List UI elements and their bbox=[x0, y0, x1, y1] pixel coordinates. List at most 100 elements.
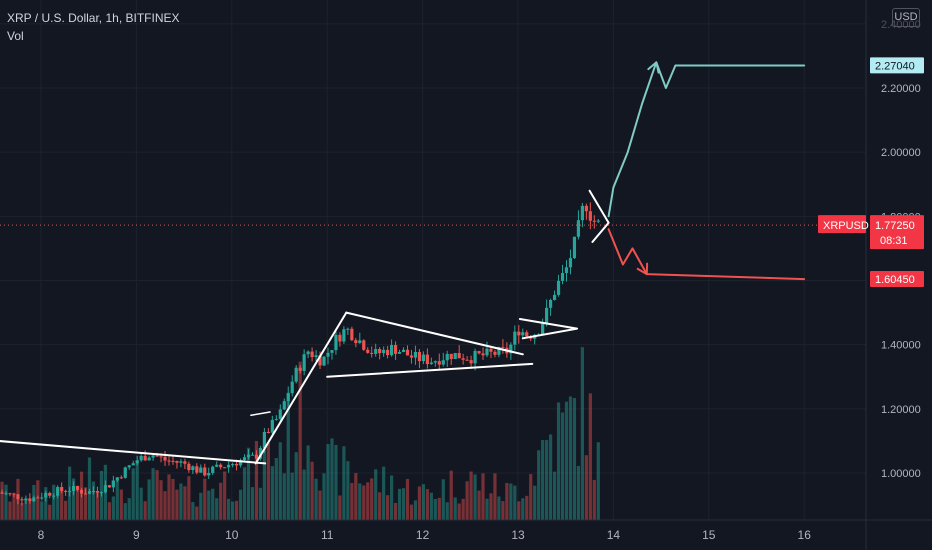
candle-body bbox=[107, 485, 111, 488]
candle-body bbox=[409, 355, 414, 358]
volume-bar bbox=[8, 501, 12, 520]
triangle-lower-line[interactable] bbox=[326, 362, 534, 378]
volume-bar bbox=[159, 480, 163, 520]
date-axis-label: 8 bbox=[38, 528, 45, 542]
candle-body bbox=[270, 419, 274, 433]
volume-bar bbox=[481, 473, 485, 520]
candle-body bbox=[473, 350, 477, 364]
candle-body bbox=[433, 361, 437, 363]
candle-body bbox=[425, 354, 429, 365]
candle-body bbox=[151, 455, 155, 458]
downtrend-line[interactable] bbox=[0, 440, 267, 465]
candle-body bbox=[453, 352, 457, 359]
candle-body bbox=[322, 356, 326, 366]
bearish-projection-path[interactable] bbox=[607, 228, 806, 281]
candle-body bbox=[56, 487, 60, 496]
volume-bar bbox=[64, 500, 68, 520]
candle-body bbox=[461, 358, 465, 360]
volume-bar bbox=[596, 442, 600, 520]
volume-indicator-label[interactable]: Vol bbox=[7, 29, 24, 43]
volume-bar bbox=[453, 497, 457, 520]
candle-body bbox=[552, 294, 557, 300]
volume-bar bbox=[389, 475, 394, 520]
price-axis-label: 2.00000 bbox=[881, 147, 921, 159]
candle-body bbox=[139, 455, 143, 461]
candle-body bbox=[378, 349, 382, 354]
candle-body bbox=[592, 220, 596, 222]
pennant-pattern[interactable] bbox=[518, 318, 579, 340]
volume-bar bbox=[163, 491, 167, 520]
volume-bar bbox=[477, 490, 481, 520]
candle-body bbox=[199, 467, 203, 473]
symbol-badge: XRPUSD bbox=[823, 220, 869, 232]
candle-body bbox=[171, 460, 175, 462]
wedge-pattern[interactable] bbox=[588, 189, 610, 243]
volume-bar bbox=[24, 500, 28, 520]
volume-bar bbox=[175, 489, 179, 520]
candle-body bbox=[362, 340, 366, 350]
price-axis-label: 1.20000 bbox=[881, 404, 921, 416]
small-flag-line[interactable] bbox=[250, 411, 271, 417]
candle-body bbox=[386, 349, 390, 356]
candle-body bbox=[262, 431, 266, 449]
volume-bar bbox=[219, 482, 223, 520]
bullish-projection-path[interactable] bbox=[607, 61, 806, 218]
volume-bar bbox=[171, 478, 175, 520]
candle-body bbox=[572, 236, 577, 259]
candle-body bbox=[219, 464, 223, 468]
candle-body bbox=[397, 352, 402, 354]
candle-body bbox=[568, 258, 573, 268]
volume-bar bbox=[278, 442, 282, 520]
volume-bar bbox=[445, 502, 449, 520]
candle-body bbox=[135, 460, 139, 464]
volume-bar bbox=[195, 506, 199, 520]
volume-bar bbox=[71, 478, 76, 520]
symbol-badge-bg bbox=[818, 215, 866, 234]
candle-body bbox=[429, 362, 433, 365]
candle-body bbox=[95, 491, 100, 493]
volume-bar bbox=[91, 481, 96, 520]
candle-body bbox=[127, 465, 131, 468]
candle-body bbox=[40, 497, 44, 499]
flag-pole-line[interactable] bbox=[254, 311, 348, 465]
volume-bar bbox=[183, 486, 187, 520]
candle-body bbox=[370, 352, 374, 354]
date-axis-label: 11 bbox=[321, 528, 334, 542]
volume-bar bbox=[326, 444, 330, 520]
triangle-upper-line[interactable] bbox=[345, 311, 524, 356]
volume-bar bbox=[234, 500, 239, 520]
volume-bar bbox=[501, 501, 505, 520]
volume-bar bbox=[179, 483, 183, 520]
candle-body bbox=[4, 493, 8, 495]
volume-bar bbox=[282, 473, 286, 520]
candle-body bbox=[99, 492, 104, 494]
candle-body bbox=[175, 461, 179, 463]
volume-bar bbox=[354, 473, 358, 520]
candle-body bbox=[242, 457, 247, 461]
candle-body bbox=[75, 485, 80, 490]
candle-body bbox=[382, 349, 386, 354]
candle-body bbox=[60, 487, 64, 491]
currency-button[interactable]: USD bbox=[892, 8, 920, 27]
candle-body bbox=[179, 461, 183, 463]
volume-bar bbox=[32, 484, 36, 520]
candle-body bbox=[119, 477, 123, 479]
candle-body bbox=[131, 463, 135, 466]
candle-body bbox=[238, 460, 243, 466]
candle-body bbox=[0, 492, 4, 494]
candle-body bbox=[250, 454, 255, 456]
candle-body bbox=[366, 349, 370, 353]
volume-bar bbox=[79, 471, 84, 520]
volume-bar bbox=[306, 445, 310, 520]
candle-body bbox=[306, 351, 310, 355]
candle-body bbox=[191, 466, 195, 471]
volume-bar bbox=[314, 478, 318, 520]
volume-bar bbox=[592, 479, 596, 520]
volume-bar bbox=[529, 474, 533, 520]
chart-title: XRP / U.S. Dollar, 1h, BITFINEX bbox=[7, 11, 180, 25]
candle-body bbox=[203, 467, 207, 476]
volume-bar bbox=[230, 501, 235, 520]
volume-bar bbox=[99, 470, 104, 520]
volume-bar bbox=[191, 502, 195, 520]
